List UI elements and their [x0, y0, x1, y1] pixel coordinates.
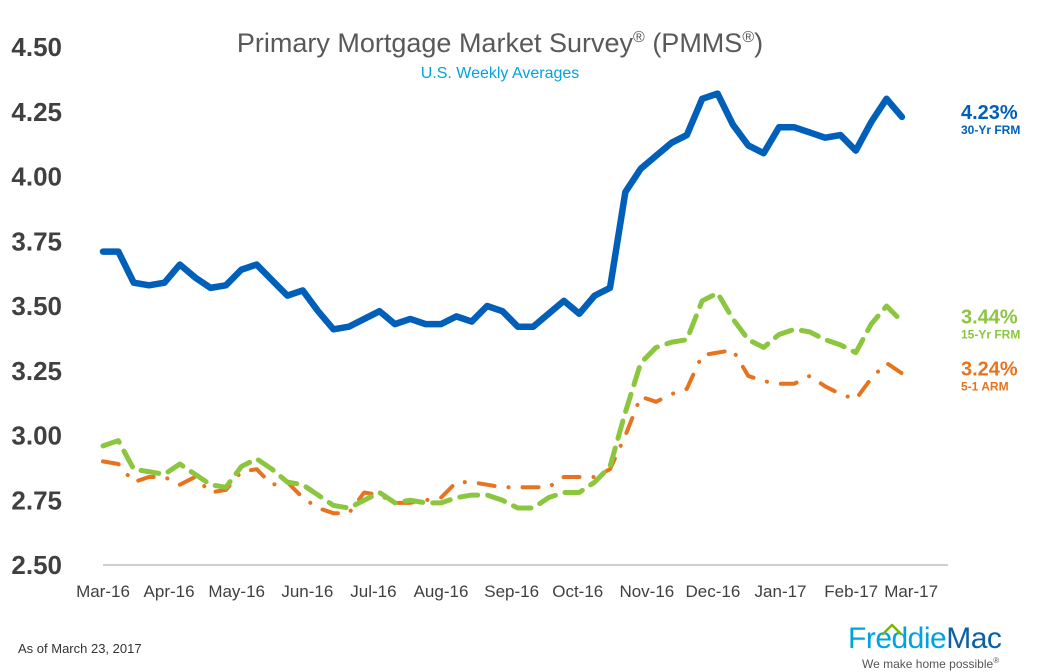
series-line-5-1-arm — [101, 348, 904, 516]
x-tick-label: Mar-17 — [884, 582, 938, 601]
logo-tagline: We make home possible® — [862, 656, 999, 671]
chart-subtitle: U.S. Weekly Averages — [420, 65, 580, 82]
x-tick-label: Nov-16 — [619, 582, 674, 601]
title-pmms: (PMMS — [652, 28, 743, 58]
series-name-label: 5-1 ARM — [961, 379, 1009, 393]
y-tick-label: 3.75 — [11, 226, 62, 256]
series-current-value: 4.23% — [961, 102, 1018, 124]
x-tick-label: Oct-16 — [552, 582, 603, 601]
house-icon — [882, 623, 902, 636]
y-tick-label: 3.50 — [11, 291, 62, 321]
series-name-label: 30-Yr FRM — [961, 123, 1020, 137]
y-tick-label: 4.00 — [11, 162, 62, 192]
x-tick-label: Jun-16 — [281, 582, 333, 601]
y-tick-label: 2.50 — [11, 550, 62, 580]
y-tick-label: 4.25 — [11, 97, 62, 127]
title-registered-mark: ® — [633, 29, 645, 46]
x-tick-label: Mar-16 — [76, 582, 130, 601]
series-current-value: 3.44% — [961, 307, 1018, 329]
y-axis: 2.50 2.75 3.00 3.25 3.50 3.75 4.00 4.25 4.50 — [11, 32, 62, 580]
title-main: Primary Mortgage Market Survey — [236, 28, 633, 58]
series-layer — [99, 90, 906, 516]
y-tick-label: 4.50 — [11, 32, 62, 62]
logo-tagline-text: We make home possible — [862, 657, 994, 671]
x-tick-label: Aug-16 — [414, 582, 469, 601]
x-tick-label: Dec-16 — [686, 582, 741, 601]
x-tick-label: Sep-16 — [484, 582, 539, 601]
logo-mac: Mac — [946, 622, 1002, 655]
x-tick-label: Apr-16 — [144, 582, 195, 601]
series-line-30-yr-frm — [99, 90, 906, 333]
logo-tagline-mark: ® — [993, 656, 1000, 665]
title-registered-mark-2: ® — [742, 29, 755, 46]
as-of-date: As of March 23, 2017 — [18, 641, 142, 656]
y-tick-label: 3.00 — [11, 421, 62, 451]
series-current-value: 3.24% — [961, 358, 1018, 380]
logo-wordmark: FreddieMac — [848, 622, 1002, 656]
logo-freddie: Freddie — [848, 622, 947, 655]
series-name-label: 15-Yr FRM — [961, 328, 1020, 342]
series-labels: 4.23%30-Yr FRM 3.44%15-Yr FRM 3.24%5-1 ARM — [961, 102, 1020, 393]
chart-title: Primary Mortgage Market Survey® (PMMS®) — [100, 28, 900, 59]
x-tick-label: Feb-17 — [824, 582, 878, 601]
title-close: ) — [754, 28, 764, 58]
y-tick-label: 2.75 — [11, 485, 62, 515]
x-tick-label: May-16 — [208, 582, 265, 601]
x-axis: Mar-16 Apr-16 May-16 Jun-16 Jul-16 Aug-16 Sep-… — [76, 564, 948, 601]
freddie-mac-logo: FreddieMac We make home possible® — [848, 622, 1038, 671]
x-tick-label: Jan-17 — [755, 582, 807, 601]
y-tick-label: 3.25 — [11, 356, 62, 386]
series-line-15-yr-frm — [100, 290, 905, 511]
x-tick-label: Jul-16 — [350, 582, 396, 601]
